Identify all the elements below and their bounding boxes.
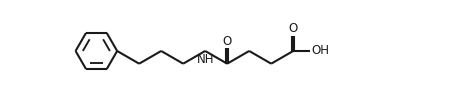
Text: NH: NH: [196, 53, 214, 66]
Text: O: O: [223, 35, 232, 48]
Text: O: O: [288, 22, 298, 35]
Text: OH: OH: [311, 45, 329, 58]
